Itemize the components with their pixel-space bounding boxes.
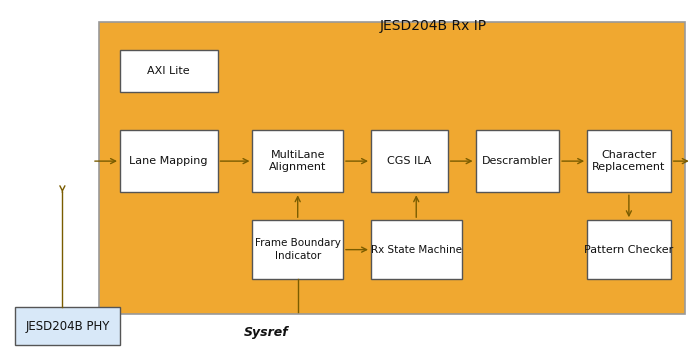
Bar (475, 130, 559, 192)
Text: Descrambler: Descrambler (482, 156, 553, 166)
Bar (587, 130, 671, 192)
Bar (120, 50, 218, 92)
Text: MultiLane
Alignment: MultiLane Alignment (269, 150, 326, 172)
Text: Frame Boundary
Indicator: Frame Boundary Indicator (255, 238, 341, 261)
Text: Pattern Checker: Pattern Checker (584, 245, 673, 255)
Bar (371, 130, 447, 192)
Text: Character
Replacement: Character Replacement (592, 150, 666, 172)
Text: Sysref: Sysref (244, 326, 288, 339)
Text: JESD204B PHY: JESD204B PHY (25, 320, 110, 332)
Bar (253, 130, 343, 192)
Bar (15, 307, 120, 345)
Text: Rx State Machine: Rx State Machine (371, 245, 462, 255)
Text: Lane Mapping: Lane Mapping (130, 156, 208, 166)
Bar (120, 130, 218, 192)
Bar (253, 220, 343, 279)
Bar (371, 220, 461, 279)
Text: CGS ILA: CGS ILA (387, 156, 431, 166)
Text: AXI Lite: AXI Lite (148, 66, 190, 76)
Text: JESD204B Rx IP: JESD204B Rx IP (380, 19, 487, 33)
Bar (587, 220, 671, 279)
Bar (99, 22, 685, 314)
